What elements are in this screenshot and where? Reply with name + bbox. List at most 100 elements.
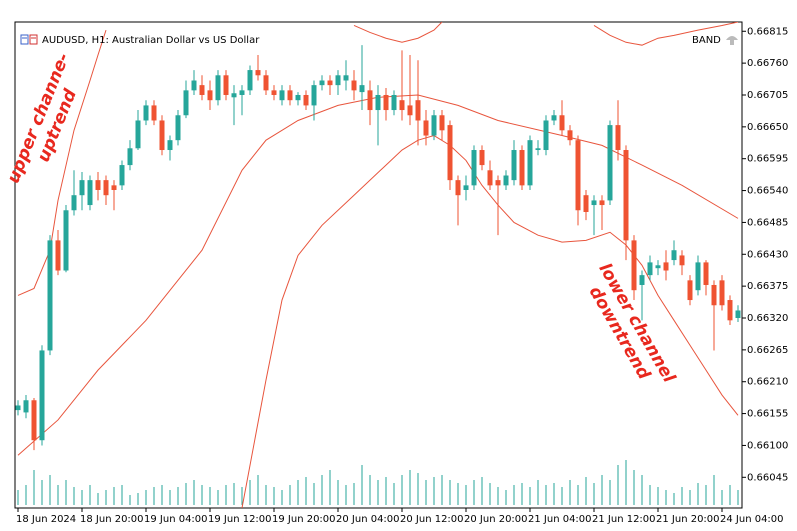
candle-body [303, 94, 309, 106]
x-tick-label: 21 Jun 20:00 [656, 514, 720, 525]
candle-body [167, 140, 173, 151]
candle-body [151, 105, 157, 121]
candle-body [519, 150, 525, 186]
candle-body [679, 255, 685, 266]
candle-body [23, 400, 29, 413]
symbol-icon [20, 34, 38, 45]
x-tick-label: 20 Jun 20:00 [464, 514, 528, 525]
candle-body [119, 165, 125, 186]
candle-body [263, 75, 269, 91]
x-tick-label: 21 Jun 04:00 [528, 514, 592, 525]
candle-body [255, 70, 261, 76]
candle-body [15, 405, 21, 411]
candle-body [223, 75, 229, 95]
candle-body [327, 80, 333, 86]
candle-body [95, 180, 101, 190]
candle-body [159, 120, 165, 151]
candle-body [631, 240, 637, 291]
candle-body [407, 105, 413, 116]
y-tick-label: 0.66705 [747, 90, 788, 101]
x-tick-label: 20 Jun 12:00 [400, 514, 464, 525]
candle-body [135, 120, 141, 149]
candle-body [439, 115, 445, 131]
candle-body [575, 140, 581, 211]
x-tick-label: 18 Jun 20:00 [80, 514, 144, 525]
candle-body [287, 90, 293, 101]
candle-body [311, 85, 317, 106]
candle-body [623, 150, 629, 241]
y-tick-label: 0.66650 [747, 122, 788, 133]
x-tick-label: 24 Jun 04:00 [720, 514, 784, 525]
candle-body [607, 125, 613, 201]
candle-body [183, 90, 189, 116]
candle-body [431, 115, 437, 136]
x-tick-label: 18 Jun 2024 [16, 514, 76, 525]
candle-body [503, 175, 509, 186]
candle-body [471, 150, 477, 186]
candle-body [535, 148, 541, 151]
x-tick-label: 19 Jun 20:00 [272, 514, 336, 525]
candle-body [727, 300, 733, 321]
candle-body [511, 150, 517, 181]
x-tick-label: 19 Jun 12:00 [208, 514, 272, 525]
candle-body [719, 280, 725, 306]
y-tick-label: 0.66375 [747, 281, 788, 292]
candle-body [647, 262, 653, 276]
candle-body [495, 180, 501, 186]
candle-body [79, 180, 85, 196]
candle-body [479, 150, 485, 166]
candle-body [655, 265, 661, 269]
y-tick-label: 0.66815 [747, 26, 788, 37]
candle-body [615, 125, 621, 151]
candle-body [359, 85, 365, 93]
candle-body [191, 80, 197, 91]
candle-body [103, 180, 109, 196]
candle-body [455, 180, 461, 196]
candle-body [63, 210, 69, 271]
y-tick-label: 0.66210 [747, 377, 788, 388]
x-tick-label: 19 Jun 04:00 [144, 514, 208, 525]
candle-body [127, 148, 133, 166]
y-tick-label: 0.66100 [747, 440, 788, 451]
candle-body [583, 195, 589, 212]
band-line [353, 22, 443, 43]
candle-body [71, 195, 77, 211]
y-tick-label: 0.66595 [747, 154, 788, 165]
candle-body [599, 200, 605, 206]
candle-body [383, 94, 389, 111]
candle-body [367, 90, 373, 111]
candle-body [695, 262, 701, 291]
candle-body [39, 350, 45, 441]
candle-body [551, 115, 557, 121]
candle-body [351, 80, 357, 91]
x-tick-label: 21 Jun 12:00 [592, 514, 656, 525]
indicator-icon [726, 36, 738, 45]
candle-body [567, 130, 573, 141]
candle-body [527, 140, 533, 186]
y-tick-label: 0.66760 [747, 58, 788, 69]
candle-body [175, 115, 181, 141]
plot-area [15, 22, 741, 508]
y-tick-label: 0.66320 [747, 313, 788, 324]
candle-body [391, 94, 397, 111]
candle-body [399, 100, 405, 111]
candle-body [47, 240, 53, 351]
y-tick-label: 0.66540 [747, 186, 788, 197]
band-line [17, 29, 107, 296]
y-tick-label: 0.66485 [747, 217, 788, 228]
candle-body [559, 115, 565, 131]
candle-body [463, 185, 469, 190]
y-tick-label: 0.66045 [747, 472, 788, 483]
candle-body [55, 240, 61, 271]
y-tick-label: 0.66155 [747, 409, 788, 420]
candle-body [423, 120, 429, 136]
candle-body [591, 200, 597, 206]
y-tick-label: 0.66430 [747, 249, 788, 260]
candle-body [543, 120, 549, 151]
candle-body [87, 180, 93, 206]
x-tick-label: 20 Jun 04:00 [336, 514, 400, 525]
y-tick-label: 0.66265 [747, 345, 788, 356]
candle-body [703, 262, 709, 285]
candle-body [343, 75, 349, 81]
